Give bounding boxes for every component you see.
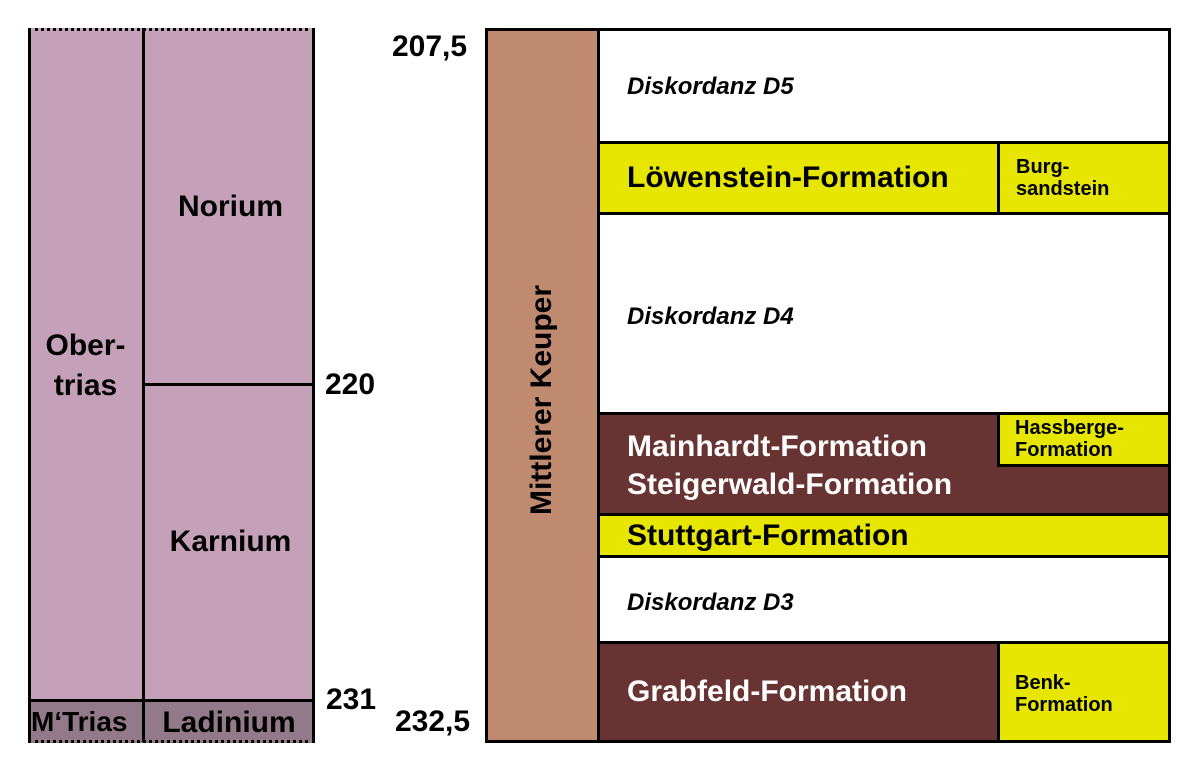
loewenstein-label: Löwenstein-Formation <box>627 161 949 194</box>
hassberge-box <box>997 412 1171 467</box>
age-220: 220 <box>325 368 376 401</box>
grabfeld-label: Grabfeld-Formation <box>627 675 908 708</box>
mainhardt-label: Mainhardt-Formation <box>627 430 927 463</box>
middle-triassic-label: M‘Trias <box>31 706 128 737</box>
benk-box <box>997 641 1171 743</box>
hassberge-label: Hassberge- Formation <box>1015 417 1124 461</box>
obertrias-label: Ober- trias <box>45 329 126 402</box>
diskordanz-d3 <box>597 555 1171 644</box>
age-207-5: 207,5 <box>392 30 468 63</box>
mittlerer-keuper-column <box>485 28 600 743</box>
ladinium-label: Ladinium <box>162 706 296 739</box>
obertrias-block <box>28 28 315 699</box>
stuttgart-label: Stuttgart-Formation <box>627 519 909 552</box>
d4-label: Diskordanz D4 <box>627 303 794 330</box>
burgsandstein-label: Burg- sandstein <box>1016 156 1110 200</box>
d5-label: Diskordanz D5 <box>627 73 794 100</box>
benk-label: Benk- Formation <box>1015 672 1113 716</box>
d3-label: Diskordanz D3 <box>627 589 794 616</box>
diskordanz-d5 <box>597 28 1171 144</box>
norium-karnium-boundary <box>143 383 315 386</box>
mittlerer-keuper-label: Mittlerer Keuper <box>525 284 558 516</box>
age-232-5: 232,5 <box>395 705 471 738</box>
age-231: 231 <box>326 683 377 716</box>
norium-label: Norium <box>178 190 283 223</box>
karnium-label: Karnium <box>169 525 292 558</box>
steigerwald-label: Steigerwald-Formation <box>627 468 953 501</box>
diskordanz-d4 <box>597 212 1171 415</box>
middle-triassic-block <box>28 699 315 743</box>
